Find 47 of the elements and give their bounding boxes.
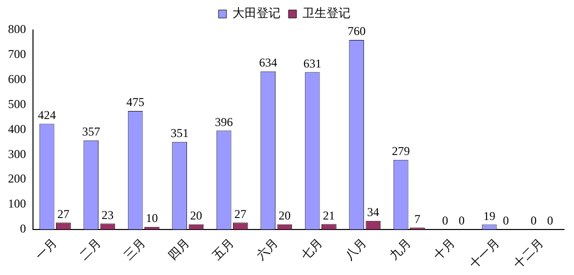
y-tick-label: 600 xyxy=(8,72,26,86)
x-tick-label: 七月 xyxy=(298,236,325,263)
x-tick-label: 八月 xyxy=(342,236,370,263)
data-label: 475 xyxy=(126,95,144,110)
y-tick-label: 200 xyxy=(8,172,26,186)
y-tick-label: 700 xyxy=(8,47,26,62)
data-label: 23 xyxy=(102,208,114,222)
y-tick-label: 500 xyxy=(8,96,26,111)
data-label: 760 xyxy=(348,24,366,38)
data-label: 34 xyxy=(367,205,380,220)
y-tick-label: 800 xyxy=(8,22,26,36)
data-label: 0 xyxy=(442,214,448,228)
data-label: 396 xyxy=(214,114,233,129)
data-label: 27 xyxy=(57,206,70,221)
data-label: 20 xyxy=(190,208,202,223)
data-label: 10 xyxy=(146,211,158,226)
data-label: 7 xyxy=(414,212,420,226)
data-label: 0 xyxy=(502,214,509,228)
data-label: 19 xyxy=(483,208,496,223)
legend-label: 大田登记 xyxy=(232,6,280,20)
data-label: 631 xyxy=(303,56,322,70)
y-tick-label: 400 xyxy=(8,122,26,136)
legend-label: 卫生登记 xyxy=(302,6,350,20)
data-label: 0 xyxy=(547,214,554,228)
data-label: 424 xyxy=(38,108,56,122)
x-tick-label: 十月 xyxy=(430,236,458,263)
data-label: 27 xyxy=(234,206,246,221)
x-tick-label: 九月 xyxy=(386,236,414,263)
data-label: 0 xyxy=(530,214,537,228)
x-tick-label: 五月 xyxy=(210,236,236,263)
x-tick-label: 一月 xyxy=(32,236,60,263)
data-label: 279 xyxy=(392,144,410,158)
x-tick-label: 六月 xyxy=(254,236,281,263)
x-tick-label: 十二月 xyxy=(510,236,546,272)
y-tick-label: 0 xyxy=(20,222,26,236)
x-tick-label: 三月 xyxy=(121,236,148,263)
data-label: 21 xyxy=(322,208,335,222)
data-label: 357 xyxy=(82,124,100,139)
x-tick-label: 二月 xyxy=(76,236,104,263)
data-label: 0 xyxy=(458,214,465,228)
data-label: 351 xyxy=(170,126,189,140)
x-tick-label: 四月 xyxy=(165,236,192,263)
y-tick-label: 100 xyxy=(8,196,26,211)
data-label: 634 xyxy=(259,56,278,70)
x-tick-label: 十一月 xyxy=(466,236,502,272)
data-label: 20 xyxy=(278,208,291,223)
y-tick-label: 300 xyxy=(8,146,26,161)
